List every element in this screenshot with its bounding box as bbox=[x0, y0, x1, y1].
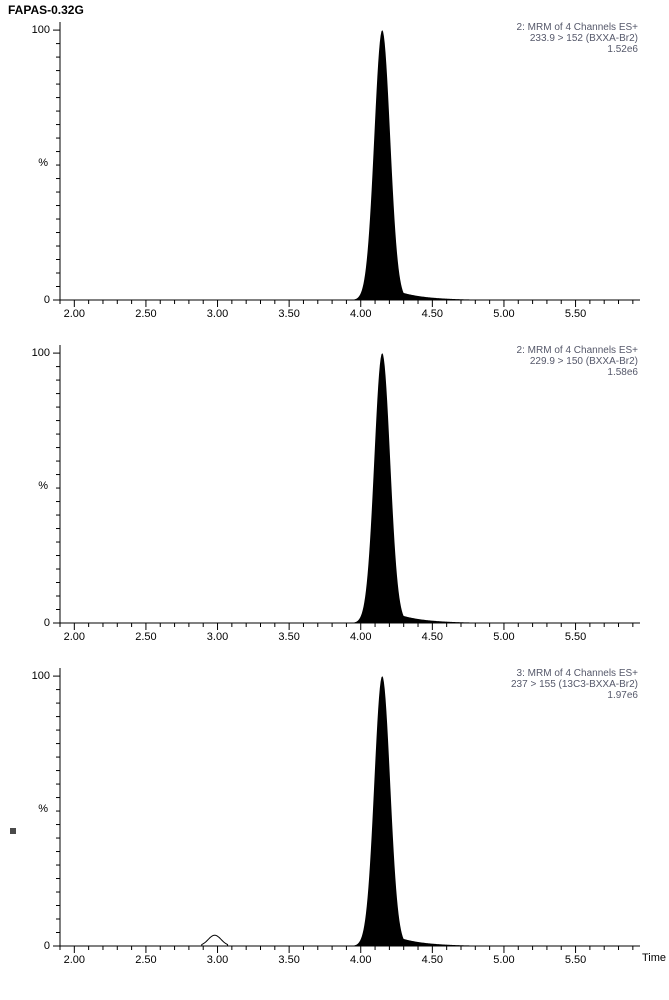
chromatogram-panel: 2.002.503.003.504.004.505.005.500100%2: … bbox=[60, 345, 640, 645]
x-axis-label: Time bbox=[642, 952, 666, 964]
x-tick-label: 3.00 bbox=[207, 954, 228, 966]
panel-info-line: 2: MRM of 4 Channels ES+ bbox=[517, 22, 638, 33]
panel-info-line: 1.52e6 bbox=[517, 44, 638, 55]
x-tick-label: 2.50 bbox=[135, 308, 156, 320]
side-marker bbox=[10, 828, 16, 834]
y-tick-label: 0 bbox=[44, 617, 50, 629]
x-tick-label: 5.00 bbox=[493, 631, 514, 643]
y-tick-label: 0 bbox=[44, 940, 50, 952]
chromatogram-panel: 2.002.503.003.504.004.505.005.500100%Tim… bbox=[60, 668, 640, 968]
y-axis-label: % bbox=[38, 157, 48, 169]
x-tick-label: 2.50 bbox=[135, 954, 156, 966]
x-tick-label: 3.50 bbox=[278, 631, 299, 643]
y-axis-label: % bbox=[38, 480, 48, 492]
x-tick-label: 4.50 bbox=[422, 631, 443, 643]
x-tick-label: 3.00 bbox=[207, 308, 228, 320]
y-tick-label: 100 bbox=[32, 24, 50, 36]
x-tick-label: 2.00 bbox=[64, 954, 85, 966]
y-tick-label: 0 bbox=[44, 294, 50, 306]
x-tick-label: 4.00 bbox=[350, 631, 371, 643]
x-tick-label: 2.50 bbox=[135, 631, 156, 643]
panel-info-line: 1.97e6 bbox=[511, 690, 638, 701]
x-tick-label: 4.00 bbox=[350, 308, 371, 320]
panel-info-line: 3: MRM of 4 Channels ES+ bbox=[511, 668, 638, 679]
x-tick-label: 5.00 bbox=[493, 308, 514, 320]
x-tick-label: 3.50 bbox=[278, 308, 299, 320]
x-tick-label: 2.00 bbox=[64, 631, 85, 643]
panel-info-line: 2: MRM of 4 Channels ES+ bbox=[517, 345, 638, 356]
x-tick-label: 5.50 bbox=[565, 308, 586, 320]
panel-info: 2: MRM of 4 Channels ES+233.9 > 152 (BXX… bbox=[517, 22, 638, 55]
x-tick-label: 4.50 bbox=[422, 954, 443, 966]
x-tick-label: 4.50 bbox=[422, 308, 443, 320]
panel-info: 2: MRM of 4 Channels ES+229.9 > 150 (BXX… bbox=[517, 345, 638, 378]
x-tick-label: 5.00 bbox=[493, 954, 514, 966]
x-tick-label: 3.00 bbox=[207, 631, 228, 643]
panel-info-line: 1.58e6 bbox=[517, 367, 638, 378]
x-tick-label: 5.50 bbox=[565, 954, 586, 966]
x-tick-label: 4.00 bbox=[350, 954, 371, 966]
x-tick-label: 3.50 bbox=[278, 954, 299, 966]
y-axis-label: % bbox=[38, 803, 48, 815]
panel-info-line: 229.9 > 150 (BXXA-Br2) bbox=[517, 356, 638, 367]
y-tick-label: 100 bbox=[32, 670, 50, 682]
page-title: FAPAS-0.32G bbox=[8, 3, 84, 17]
chromatogram-panel: 2.002.503.003.504.004.505.005.500100%2: … bbox=[60, 22, 640, 322]
panel-info-line: 237 > 155 (13C3-BXXA-Br2) bbox=[511, 679, 638, 690]
x-tick-label: 5.50 bbox=[565, 631, 586, 643]
panel-info: 3: MRM of 4 Channels ES+237 > 155 (13C3-… bbox=[511, 668, 638, 701]
panel-info-line: 233.9 > 152 (BXXA-Br2) bbox=[517, 33, 638, 44]
x-tick-label: 2.00 bbox=[64, 308, 85, 320]
y-tick-label: 100 bbox=[32, 347, 50, 359]
